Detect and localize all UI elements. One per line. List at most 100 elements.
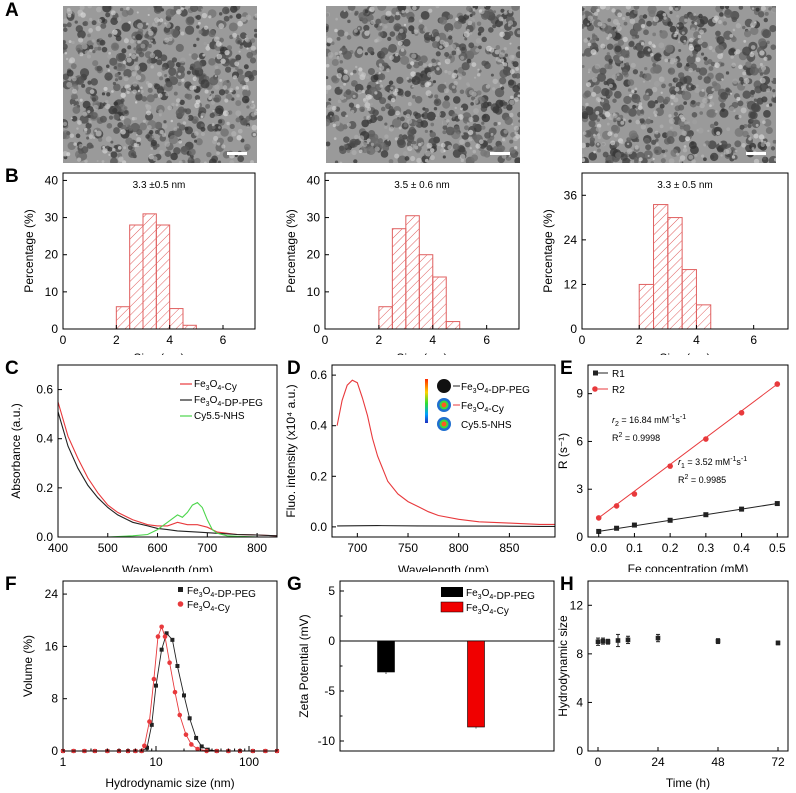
background-speck — [359, 74, 366, 81]
nanoparticle-dot — [113, 66, 117, 70]
background-speck — [616, 73, 620, 77]
background-speck — [389, 55, 394, 61]
tem-texture — [326, 6, 520, 163]
y-tick-label: 0 — [328, 634, 335, 648]
nanoparticle-dot — [759, 72, 764, 76]
tem-image-3 — [582, 6, 776, 163]
background-speck — [203, 25, 209, 30]
background-speck — [455, 17, 459, 21]
sample-dot-core — [441, 402, 447, 408]
background-speck — [390, 97, 396, 103]
background-speck — [120, 129, 126, 135]
nanoparticle-dot — [165, 8, 175, 18]
background-speck — [88, 28, 93, 33]
background-speck — [468, 129, 474, 136]
nanoparticle-dot — [481, 121, 485, 125]
background-speck — [126, 6, 130, 11]
background-speck — [157, 93, 163, 98]
nanoparticle-dot — [208, 58, 216, 66]
nanoparticle-dot — [690, 14, 698, 22]
background-speck — [149, 52, 156, 59]
background-speck — [216, 142, 221, 146]
data-point — [142, 743, 147, 749]
background-speck — [136, 11, 139, 14]
nanoparticle-dot — [239, 45, 243, 49]
nanoparticle-dot — [361, 108, 365, 112]
data-point — [595, 639, 601, 645]
nanoparticle-dot — [118, 52, 127, 61]
background-speck — [611, 8, 616, 13]
nanoparticle-dot — [611, 125, 621, 134]
x-tick-label: 0.1 — [626, 541, 643, 555]
nanoparticle-dot — [246, 51, 254, 59]
scale-bar — [746, 152, 766, 155]
background-speck — [406, 76, 410, 81]
nanoparticle-dot — [328, 98, 332, 102]
legend-label: Fe3O4-DP-PEG — [187, 586, 256, 600]
background-speck — [234, 61, 240, 67]
background-speck — [675, 7, 679, 11]
background-speck — [92, 104, 99, 111]
nanoparticle-dot — [354, 10, 359, 15]
background-speck — [334, 28, 338, 33]
nanoparticle-dot — [110, 140, 114, 144]
background-speck — [252, 132, 257, 137]
background-speck — [395, 53, 399, 57]
nanoparticle-dot — [650, 66, 658, 74]
nanoparticle-dot — [633, 9, 638, 15]
background-speck — [732, 28, 736, 32]
background-speck — [435, 116, 438, 119]
nanoparticle-dot — [627, 137, 631, 141]
nanoparticle-dot — [716, 36, 725, 45]
background-speck — [428, 63, 433, 68]
nanoparticle-dot — [400, 55, 410, 66]
nanoparticle-dot — [72, 106, 81, 114]
background-speck — [376, 81, 379, 85]
background-speck — [329, 106, 332, 110]
nanoparticle-dot — [493, 10, 497, 14]
nanoparticle-dot — [404, 90, 411, 97]
background-speck — [663, 16, 667, 20]
nanoparticle-dot — [228, 22, 238, 32]
background-speck — [102, 145, 106, 149]
nanoparticle-dot — [607, 64, 613, 70]
background-speck — [224, 50, 230, 56]
background-speck — [622, 118, 626, 122]
background-speck — [137, 22, 144, 29]
background-speck — [688, 85, 691, 88]
nanoparticle-dot — [698, 90, 706, 98]
background-speck — [365, 93, 372, 100]
background-speck — [200, 115, 204, 119]
x-tick-label: 800 — [449, 541, 469, 555]
background-speck — [456, 46, 460, 51]
background-speck — [634, 145, 639, 150]
background-speck — [676, 14, 679, 18]
y-tick-label: 16 — [45, 639, 59, 653]
background-speck — [517, 94, 520, 98]
nanoparticle-dot — [384, 86, 390, 92]
nanoparticle-dot — [464, 141, 471, 148]
nanoparticle-dot — [96, 39, 100, 43]
background-speck — [618, 69, 622, 73]
nanoparticle-dot — [661, 149, 666, 154]
background-speck — [702, 97, 708, 104]
data-point — [159, 647, 164, 652]
background-speck — [405, 9, 409, 14]
nanoparticle-dot — [242, 88, 251, 98]
plot-frame — [587, 580, 789, 752]
nanoparticle-dot — [138, 62, 148, 72]
background-speck — [326, 12, 331, 17]
sample-dot — [437, 379, 451, 393]
background-speck — [136, 137, 142, 142]
y-tick-label: 12 — [570, 598, 584, 612]
nanoparticle-dot — [235, 66, 239, 71]
nanoparticle-dot — [642, 93, 650, 101]
y-tick-label: 0.4 — [36, 432, 53, 446]
nanoparticle-dot — [402, 38, 411, 47]
nanoparticle-dot — [254, 49, 257, 53]
nanoparticle-dot — [731, 16, 737, 23]
nanoparticle-dot — [431, 28, 439, 36]
background-speck — [78, 13, 81, 17]
background-speck — [635, 119, 641, 125]
